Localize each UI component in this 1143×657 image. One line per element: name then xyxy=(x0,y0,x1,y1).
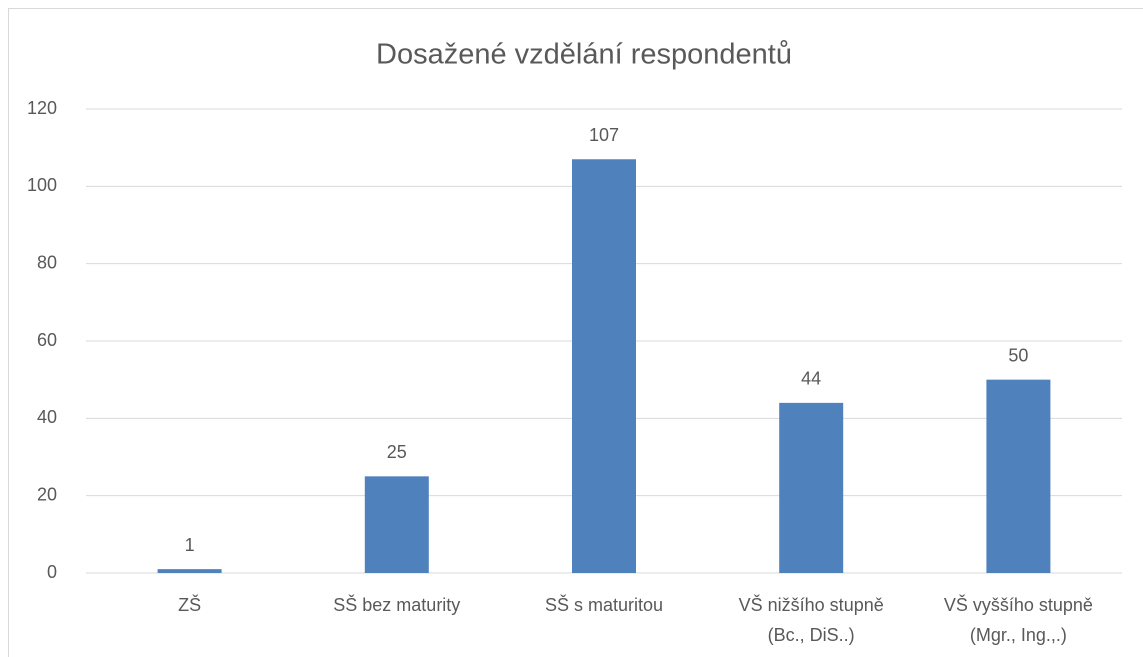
y-tick-label: 60 xyxy=(37,330,57,350)
y-tick-label: 40 xyxy=(37,407,57,427)
data-label: 44 xyxy=(801,369,821,389)
bar xyxy=(779,402,844,573)
data-label: 50 xyxy=(1008,345,1028,365)
x-tick-label: ZŠ xyxy=(178,595,202,615)
x-tick-label: SŠ s maturitou xyxy=(544,595,664,615)
bar xyxy=(986,379,1051,573)
x-tick-label: SŠ bez maturity xyxy=(333,595,461,615)
y-tick-label: 0 xyxy=(47,562,57,582)
chart-title: Dosažené vzdělání respondentů xyxy=(376,39,792,71)
y-tick-label: 20 xyxy=(37,484,57,504)
y-tick-label: 80 xyxy=(37,252,57,272)
bar xyxy=(364,476,429,573)
bar xyxy=(572,159,636,573)
data-label: 25 xyxy=(387,442,407,462)
bar xyxy=(157,569,222,573)
y-tick-label: 120 xyxy=(27,98,57,118)
y-tick-label: 100 xyxy=(27,175,57,195)
x-tick-label: VŠ vyššího stupně (Mgr., Ing.,.) xyxy=(943,595,1093,645)
data-label: 1 xyxy=(185,535,195,555)
data-label: 107 xyxy=(589,125,619,145)
x-tick-label: VŠ nižšího stupně (Bc., DiS..) xyxy=(738,595,884,645)
